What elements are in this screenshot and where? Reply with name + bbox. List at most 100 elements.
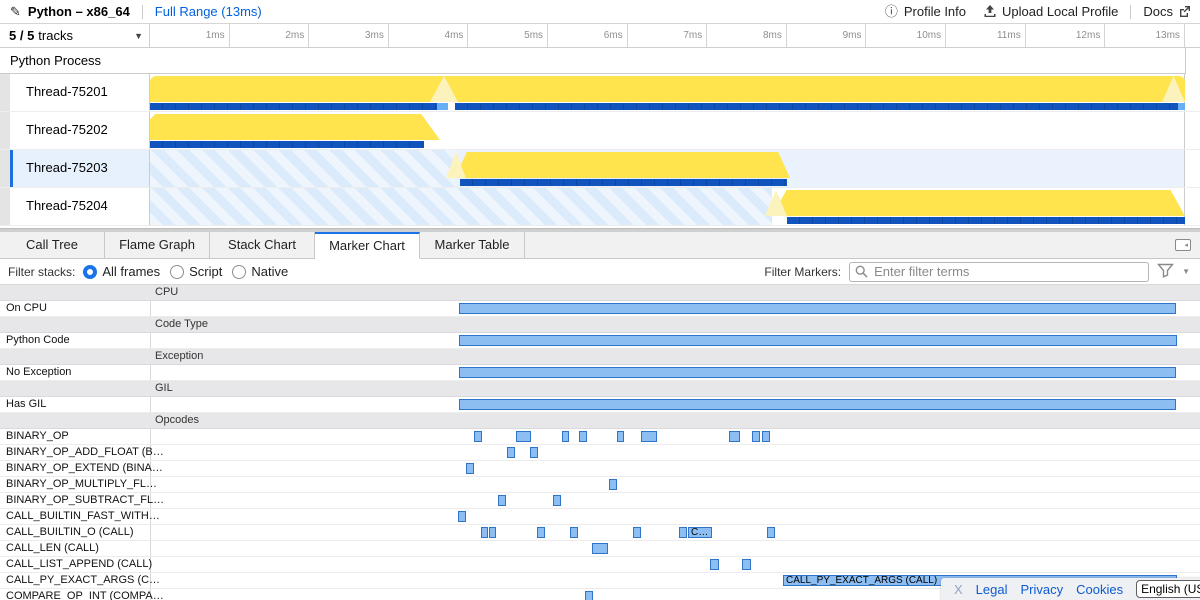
tab-stack-chart[interactable]: Stack Chart: [210, 232, 315, 259]
marker-square[interactable]: [641, 431, 657, 442]
marker-square[interactable]: [767, 527, 775, 538]
marker-square[interactable]: [458, 511, 466, 522]
marker-square[interactable]: [570, 527, 578, 538]
marker-square[interactable]: [516, 431, 531, 442]
marker-row[interactable]: BINARY_OP_MULTIPLY_FL…: [0, 477, 1200, 493]
samples-bar-segment: [1178, 103, 1185, 110]
marker-bar[interactable]: C…: [688, 527, 712, 538]
marker-row-label: CALL_LIST_APPEND (CALL): [6, 558, 153, 570]
marker-row-label: Exception: [155, 350, 204, 362]
marker-row[interactable]: BINARY_OP: [0, 429, 1200, 445]
thread-track-row[interactable]: Thread-75201: [0, 74, 1200, 112]
marker-square[interactable]: [762, 431, 770, 442]
marker-row[interactable]: COMPARE_OP_INT (COMPA…: [0, 589, 1200, 600]
marker-row[interactable]: Has GIL: [0, 397, 1200, 413]
language-select[interactable]: English (US): [1136, 580, 1200, 598]
marker-square[interactable]: [537, 527, 545, 538]
marker-square[interactable]: [609, 479, 617, 490]
marker-row[interactable]: Python Code: [0, 333, 1200, 349]
filter-funnel-icon[interactable]: [1157, 263, 1175, 281]
marker-square[interactable]: [459, 399, 1176, 410]
marker-square[interactable]: [507, 447, 515, 458]
marker-row[interactable]: CALL_BUILTIN_O (CALL) C…: [0, 525, 1200, 541]
footer-link-cookies[interactable]: Cookies: [1076, 581, 1124, 597]
marker-square[interactable]: [459, 335, 1177, 346]
marker-filter-input[interactable]: [849, 261, 1150, 282]
profile-info-button[interactable]: ⓘ Profile Info: [885, 4, 966, 19]
thread-activity-track[interactable]: [150, 150, 1185, 187]
marker-square[interactable]: [562, 431, 569, 442]
footer-close-button[interactable]: X: [954, 581, 963, 597]
marker-category-header: Code Type: [0, 317, 1200, 333]
marker-square[interactable]: [710, 559, 719, 570]
track-indent: [0, 112, 10, 149]
timeline-header: 5 / 5 tracks ▼ 1ms 2ms 3ms 4ms 5ms 6ms 7ms 8ms 9…: [0, 24, 1200, 48]
marker-chart: CPU On CPU Code Type Python Code Exception No…: [0, 285, 1200, 600]
thread-track-row[interactable]: Thread-75202: [0, 112, 1200, 150]
thread-activity-track[interactable]: [150, 188, 1185, 225]
thread-activity-track[interactable]: [150, 112, 1185, 149]
marker-square[interactable]: [466, 463, 474, 474]
marker-square[interactable]: [498, 495, 506, 506]
thread-activity-track[interactable]: [150, 74, 1185, 111]
filter-stacks-label: Filter stacks:: [8, 264, 76, 279]
upload-profile-button[interactable]: Upload Local Profile: [984, 4, 1118, 19]
marker-square[interactable]: [553, 495, 561, 506]
full-range-button[interactable]: Full Range (13ms): [154, 4, 262, 19]
filter-markers-label: Filter Markers:: [764, 264, 842, 279]
ruler-tick-label: 4ms: [389, 24, 469, 47]
samples-bar-segment: [437, 103, 448, 110]
marker-row-label: BINARY_OP_MULTIPLY_FL…: [6, 478, 157, 490]
tab-flame-graph[interactable]: Flame Graph: [105, 232, 210, 259]
marker-square[interactable]: [459, 367, 1176, 378]
marker-square[interactable]: [617, 431, 624, 442]
marker-row[interactable]: CALL_BUILTIN_FAST_WITH…: [0, 509, 1200, 525]
marker-row[interactable]: No Exception: [0, 365, 1200, 381]
marker-square[interactable]: [752, 431, 760, 442]
marker-square[interactable]: [489, 527, 496, 538]
marker-square[interactable]: [474, 431, 482, 442]
tab-marker-chart[interactable]: Marker Chart: [315, 232, 420, 259]
docs-button[interactable]: Docs: [1143, 4, 1190, 19]
footer-link-privacy[interactable]: Privacy: [1020, 581, 1064, 597]
marker-square[interactable]: [729, 431, 740, 442]
marker-square[interactable]: [585, 591, 593, 600]
marker-square[interactable]: [679, 527, 687, 538]
marker-square[interactable]: [633, 527, 641, 538]
marker-row[interactable]: BINARY_OP_EXTEND (BINA…: [0, 461, 1200, 477]
marker-square[interactable]: [579, 431, 587, 442]
thread-tracks: Thread-75201 Thread-75202 Thread-75203 Thre…: [0, 74, 1200, 228]
tracks-visibility-menu[interactable]: 5 / 5 tracks ▼: [0, 24, 150, 47]
edit-profile-name-icon[interactable]: ✎: [10, 3, 21, 19]
marker-row[interactable]: CALL_LEN (CALL): [0, 541, 1200, 557]
marker-row[interactable]: On CPU: [0, 301, 1200, 317]
panel-tab-bar: Call Tree Flame Graph Stack Chart Marker Ch…: [0, 232, 1200, 259]
marker-row-label: No Exception: [6, 366, 72, 378]
thread-track-row[interactable]: Thread-75203: [0, 150, 1200, 188]
marker-square[interactable]: [592, 543, 608, 554]
marker-row[interactable]: CALL_LIST_APPEND (CALL): [0, 557, 1200, 573]
sidebar-toggle-icon[interactable]: ◂: [1175, 239, 1191, 251]
ruler-tick-label: 5ms: [468, 24, 549, 47]
radio-option-native[interactable]: Native: [232, 264, 288, 279]
marker-row[interactable]: BINARY_OP_ADD_FLOAT (B…: [0, 445, 1200, 461]
panel-splitter[interactable]: [0, 228, 1200, 232]
marker-square[interactable]: [481, 527, 488, 538]
tab-marker-table[interactable]: Marker Table: [420, 232, 525, 259]
profile-info-label: Profile Info: [903, 4, 967, 19]
radio-option-script[interactable]: Script: [170, 264, 222, 279]
marker-square[interactable]: [742, 559, 751, 570]
marker-row-label: CPU: [155, 286, 179, 298]
track-indent: [0, 150, 10, 187]
search-wrap: [849, 261, 1150, 282]
thread-label: Thread-75201: [10, 74, 150, 111]
footer-link-legal[interactable]: Legal: [975, 581, 1008, 597]
marker-square[interactable]: [459, 303, 1176, 314]
radio-option-all-frames[interactable]: All frames: [83, 264, 160, 279]
process-track-header[interactable]: Python Process: [0, 48, 1186, 74]
tab-call-tree[interactable]: Call Tree: [0, 232, 105, 259]
thread-track-row[interactable]: Thread-75204: [0, 188, 1200, 226]
marker-row[interactable]: BINARY_OP_SUBTRACT_FL…: [0, 493, 1200, 509]
marker-square[interactable]: [530, 447, 538, 458]
filter-dropdown-caret[interactable]: ▼: [1182, 267, 1190, 276]
